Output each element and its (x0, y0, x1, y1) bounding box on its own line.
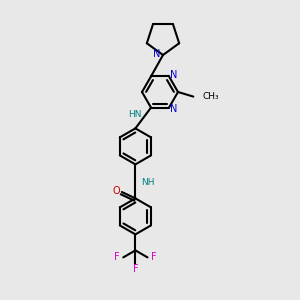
Text: F: F (115, 252, 120, 262)
Text: NH: NH (141, 178, 154, 187)
Text: N: N (153, 49, 161, 59)
Text: CH₃: CH₃ (202, 92, 219, 101)
Text: F: F (133, 264, 138, 274)
Text: N: N (170, 70, 178, 80)
Text: F: F (151, 252, 156, 262)
Text: N: N (170, 103, 178, 114)
Text: O: O (112, 186, 120, 196)
Text: HN: HN (128, 110, 142, 119)
